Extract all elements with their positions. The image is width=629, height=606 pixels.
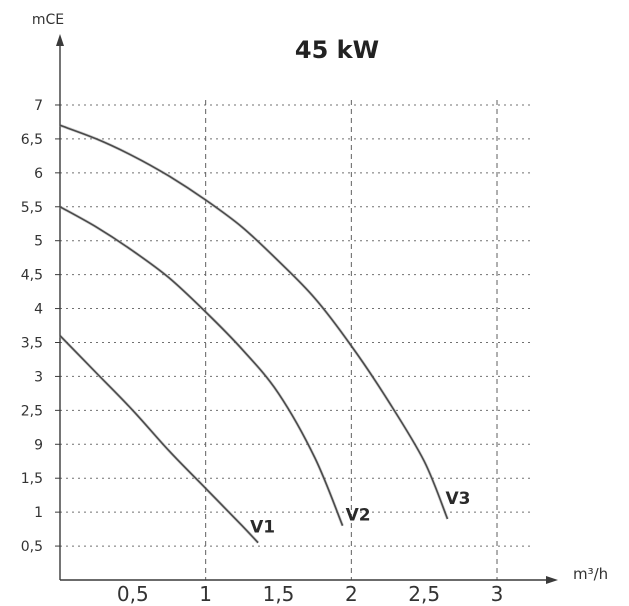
y-tick-label: 5,5 [21,200,43,216]
x-tick-label: 1,5 [263,582,295,606]
x-tick-label: 2,5 [408,582,440,606]
y-tick-label: 4 [34,302,43,318]
series-label-v1: V1 [250,518,275,538]
x-tick-label: 1 [199,582,212,606]
chart-title: 45 kW [295,36,379,64]
y-tick-label: 7 [34,98,43,114]
y-tick-label: 5 [34,234,43,250]
series-label-v3: V3 [445,489,470,509]
x-tick-label: 2 [345,582,358,606]
series-label-v2: V2 [346,506,371,526]
ticks: 0,5 1 1,5 9 2,5 3 3,5 4 4,5 5 5,5 6 6,5 7 0,5 1 1,5 2 2,5 3 [21,98,504,606]
y-tick-label: 3,5 [21,335,43,351]
x-axis-title: m³/h [573,565,608,583]
y-tick-label: 9 [34,437,43,453]
y-tick-label: 1 [34,505,43,521]
x-tick-label: 0,5 [117,582,149,606]
curve-v3 [59,124,449,520]
y-tick-label: 3 [34,369,43,385]
y-axis-arrow [56,34,64,46]
curve-v1 [59,335,259,544]
x-tick-label: 3 [491,582,504,606]
curves [58,123,449,544]
y-tick-label: 0,5 [21,539,43,555]
y-tick-label: 1,5 [21,471,43,487]
series-labels: V1 V2 V3 [250,489,470,538]
axes [56,34,558,584]
grid [60,99,530,580]
y-tick-label: 4,5 [21,268,43,284]
curve-v2 [59,206,344,527]
y-tick-label: 6 [34,166,43,182]
x-axis-arrow [546,576,558,584]
y-tick-label: 6,5 [21,132,43,148]
y-axis-title: mCE [32,12,64,28]
y-tick-label: 2,5 [21,403,43,419]
curve-v3-shadow [59,123,449,520]
